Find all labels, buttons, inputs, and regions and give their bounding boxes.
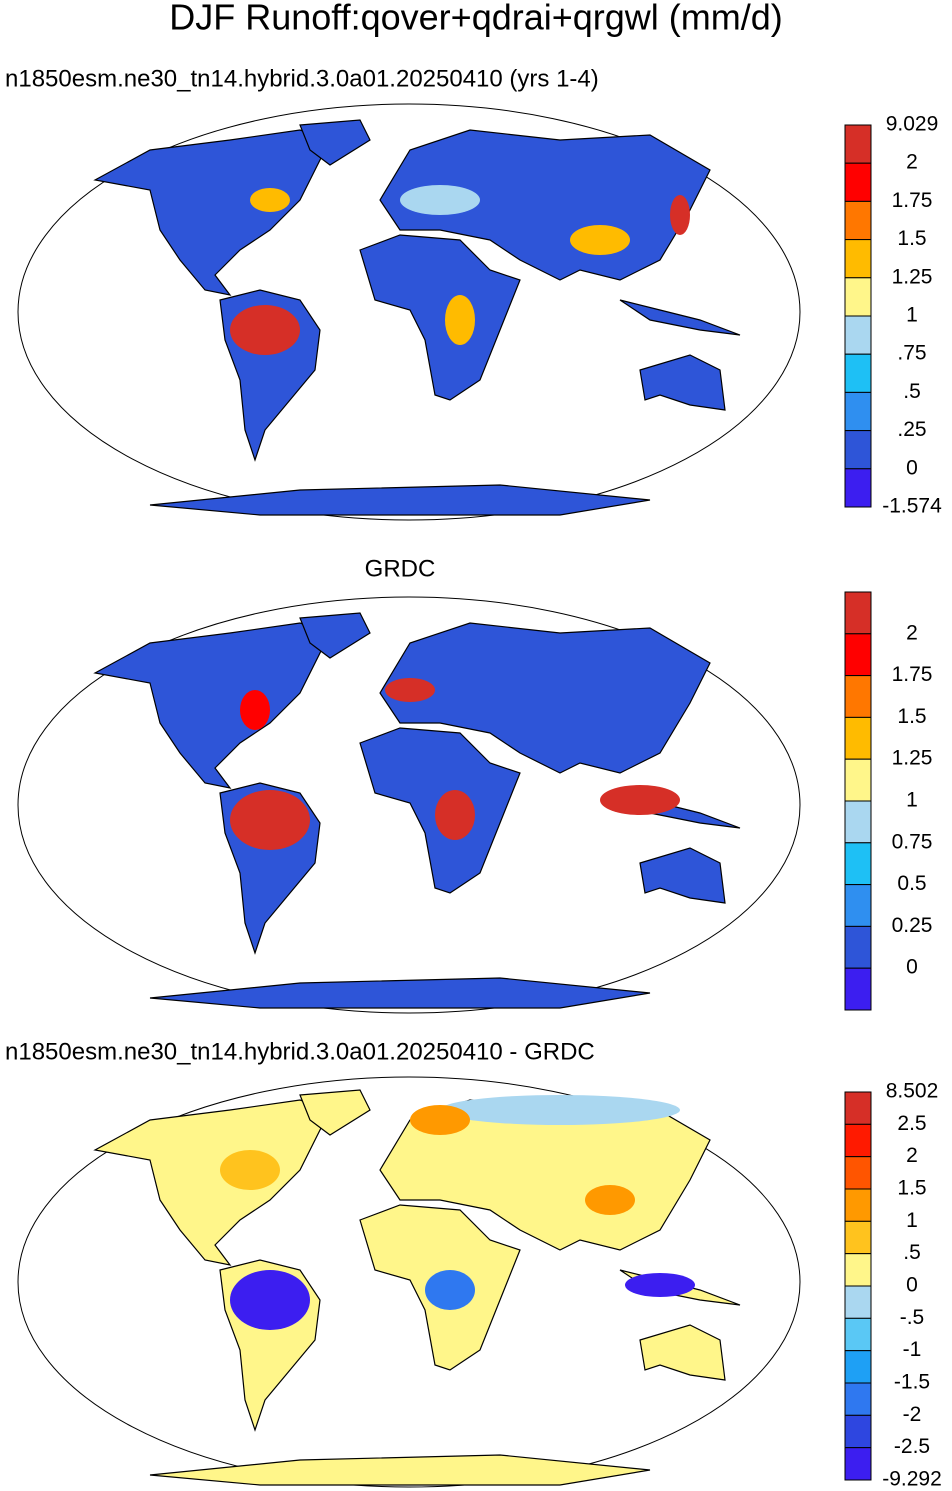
colorbar-label: -9.292 [882, 1468, 942, 1491]
colorbar-box [844, 315, 872, 355]
colorbar-label: .5 [903, 380, 921, 403]
colorbar-box [844, 1091, 872, 1125]
colorbar-label: .5 [903, 1241, 921, 1264]
colorbar-box [844, 1188, 872, 1222]
map-panel: GRDC [17, 555, 801, 1014]
colorbar-box [844, 884, 872, 927]
colorbar-label: 0 [906, 1274, 918, 1297]
colorbar-box [844, 925, 872, 969]
colorbar-label: -.5 [900, 1306, 925, 1329]
colorbar-label: 2.5 [897, 1112, 926, 1135]
colorbar-label: 1 [906, 304, 918, 327]
colorbar-label: 1.75 [892, 663, 933, 686]
colorbar-box [844, 353, 872, 393]
colorbar-box [844, 1350, 872, 1384]
colorbar-label: 0.5 [897, 872, 926, 895]
colorbar-label: 1.25 [892, 747, 933, 770]
colorbar-label: 8.502 [886, 1080, 939, 1103]
colorbar-label: -1.5 [894, 1371, 930, 1394]
colorbar-label: .25 [897, 418, 926, 441]
colorbar-label: 0.75 [892, 830, 933, 853]
colorbar-label: 1.5 [897, 227, 926, 250]
panel-title: GRDC [365, 555, 436, 582]
figure-title: DJF Runoff:qover+qdrai+qrgwl (mm/d) [169, 0, 783, 38]
colorbar-label: 2 [906, 151, 918, 174]
colorbar-box [844, 967, 872, 1011]
colorbar-box [844, 1382, 872, 1416]
colorbar-label: 9.029 [886, 113, 939, 136]
colorbar-label: -1.574 [882, 495, 942, 518]
colorbar-label: .75 [897, 342, 926, 365]
colorbar-box [844, 239, 872, 279]
colorbar-box [844, 1123, 872, 1158]
colorbar-label: 1.5 [897, 705, 926, 728]
colorbar-label: 1 [906, 1209, 918, 1232]
colorbar-box [844, 1253, 872, 1287]
colorbar-label: 1.75 [892, 189, 933, 212]
colorbar-label: -2 [903, 1403, 922, 1426]
colorbar-box [844, 430, 872, 470]
colorbar-box [844, 842, 872, 886]
colorbar-box [844, 277, 872, 317]
colorbar-label: 0 [906, 956, 918, 979]
map-shading [230, 185, 690, 355]
colorbar-box [844, 200, 872, 241]
colorbar-box [844, 1447, 872, 1481]
colorbar-box [844, 1317, 872, 1352]
colorbar-box [844, 675, 872, 718]
colorbar-box [844, 1414, 872, 1449]
colorbars: 9.02921.751.51.251.75.5.250-1.57421.751.… [844, 113, 942, 1491]
panel-title: n1850esm.ne30_tn14.hybrid.3.0a01.2025041… [5, 65, 599, 92]
colorbar-label: -2.5 [894, 1435, 930, 1458]
colorbar-box [844, 124, 872, 164]
map-panel: n1850esm.ne30_tn14.hybrid.3.0a01.2025041… [5, 65, 801, 521]
colorbar-label: 2 [906, 621, 918, 644]
colorbar-box [844, 1220, 872, 1255]
colorbar-box [844, 391, 872, 432]
map-panel: n1850esm.ne30_tn14.hybrid.3.0a01.2025041… [5, 1038, 801, 1488]
panel-title: n1850esm.ne30_tn14.hybrid.3.0a01.2025041… [5, 1038, 595, 1065]
colorbar-box [844, 800, 872, 844]
colorbar-label: 1.25 [892, 265, 933, 288]
colorbar-box [844, 633, 872, 677]
colorbar-label: 1 [906, 789, 918, 812]
colorbar-label: 0.25 [892, 914, 933, 937]
colorbar-box [844, 1285, 872, 1319]
colorbar-label: -1 [903, 1338, 922, 1361]
colorbar-box [844, 1156, 872, 1190]
colorbar-label: 2 [906, 1144, 918, 1167]
colorbar-box [844, 162, 872, 202]
colorbar-label: 0 [906, 456, 918, 479]
map-shading [220, 1095, 695, 1330]
colorbar-box [844, 758, 872, 802]
colorbar-label: 1.5 [897, 1177, 926, 1200]
map-shading [230, 678, 680, 850]
colorbar-box [844, 591, 872, 635]
colorbar-box [844, 468, 872, 508]
colorbar-box [844, 716, 872, 760]
